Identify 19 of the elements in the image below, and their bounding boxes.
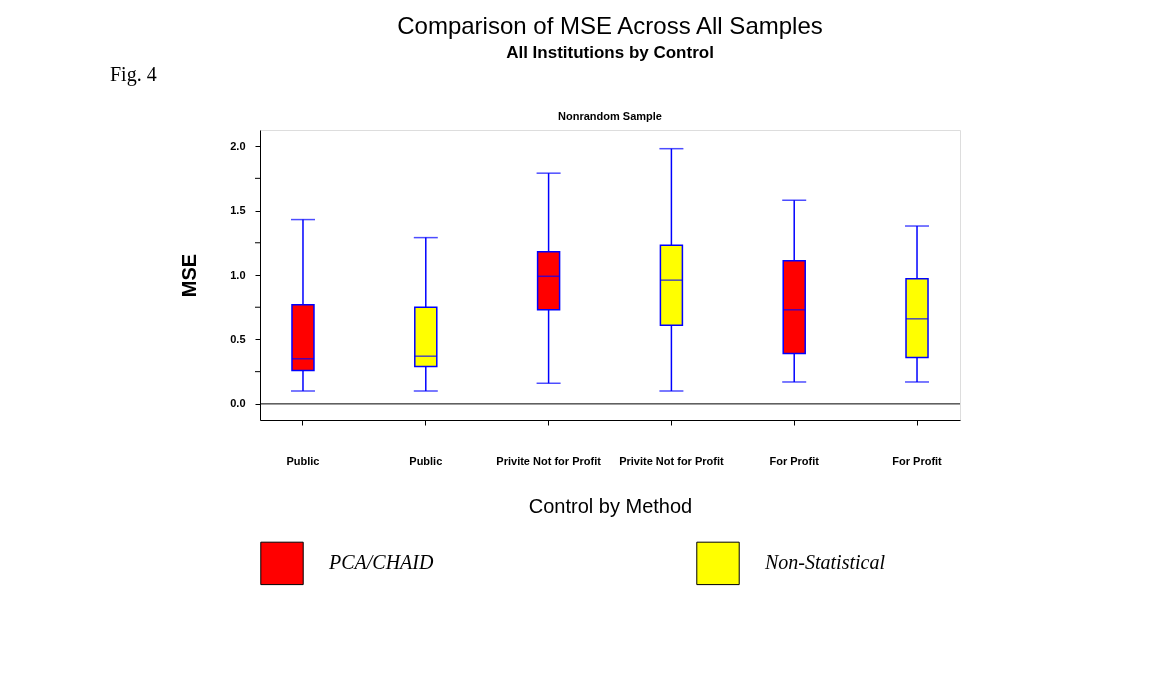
chart-title: Comparison of MSE Across All Samples <box>397 12 823 39</box>
y-tick-label: 1.5 <box>230 204 246 217</box>
y-axis-title: MSE <box>178 253 201 298</box>
x-tick-label: Public <box>409 454 443 467</box>
y-tick-label: 1.0 <box>230 268 246 281</box>
text: Nonrandom Sample <box>558 110 662 122</box>
x-axis-title: Control by Method <box>528 494 693 517</box>
x-tick-label: For Profit <box>892 454 943 467</box>
legend-label: PCA/CHAID <box>328 551 434 574</box>
x-tick-label: Privite Not for Profit <box>619 454 724 467</box>
y-tick-label: 0.0 <box>230 397 246 410</box>
x-tick-label: Privite Not for Profit <box>496 454 602 467</box>
chart-subtitle: All Institutions by Control <box>506 43 714 62</box>
legend-label: Non-Statistical <box>764 551 886 574</box>
y-tick-label: 2.0 <box>230 139 246 152</box>
x-tick-label: Public <box>286 454 320 467</box>
x-tick-label: For Profit <box>769 454 820 467</box>
y-tick-label: 0.5 <box>230 332 246 345</box>
caption: Fig. 4 <box>110 63 157 86</box>
